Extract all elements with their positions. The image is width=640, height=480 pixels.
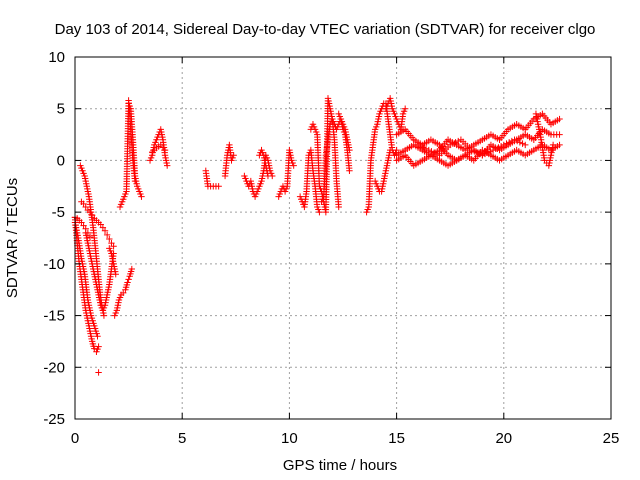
y-tick-label: -10 — [43, 256, 65, 273]
y-tick-label: 0 — [57, 152, 65, 169]
data-point — [106, 235, 113, 243]
data-point — [131, 177, 139, 185]
y-tick-label: 10 — [48, 49, 65, 66]
data-point — [549, 141, 557, 149]
data-point — [346, 146, 353, 154]
data-point-interp — [417, 143, 424, 150]
data-point-interp — [471, 148, 478, 155]
y-axis-label: SDTVAR / TECUs — [4, 178, 21, 298]
data-point — [414, 141, 422, 149]
data-point — [556, 141, 563, 149]
data-point — [100, 312, 108, 319]
data-point — [163, 162, 171, 169]
data-point-interp — [503, 140, 510, 147]
data-point-interp — [516, 139, 524, 146]
data-point-interp — [420, 144, 427, 151]
plot-frame — [74, 56, 612, 420]
data-point-interp — [487, 148, 494, 155]
data-point-interp — [481, 150, 489, 158]
x-tick-label: 10 — [281, 430, 298, 447]
data-points — [71, 95, 563, 376]
data-point — [447, 141, 454, 149]
data-point-interp — [519, 140, 526, 147]
y-axis-tick-labels: -25 -20 -15 -10 -5 0 5 10 — [43, 49, 65, 428]
grid-lines — [75, 57, 611, 419]
data-point — [468, 146, 475, 154]
data-point — [101, 227, 109, 234]
data-point — [346, 167, 353, 174]
data-point-interp — [452, 139, 459, 146]
data-point — [215, 183, 222, 190]
data-point — [128, 265, 136, 273]
y-tick-label: -15 — [43, 308, 65, 325]
x-axis-label: GPS time / hours — [283, 457, 397, 474]
y-tick-label: -25 — [43, 411, 65, 428]
y-tick-label: -20 — [43, 359, 65, 376]
data-point-interp — [430, 149, 438, 156]
data-point-interp — [497, 143, 505, 150]
data-point — [500, 141, 507, 149]
x-tick-label: 5 — [178, 430, 186, 447]
data-point-interp — [473, 149, 481, 156]
data-point — [522, 141, 529, 149]
data-point-interp — [455, 137, 462, 145]
axis-ticks — [74, 56, 612, 420]
data-point — [95, 369, 102, 376]
x-tick-label: 25 — [603, 430, 620, 447]
data-point — [386, 146, 394, 154]
y-tick-label: 5 — [57, 101, 65, 118]
chart-title: Day 103 of 2014, Sidereal Day-to-day VTE… — [55, 21, 596, 38]
data-point — [124, 279, 131, 286]
data-point — [556, 115, 563, 123]
data-point — [401, 105, 409, 112]
data-point — [86, 233, 94, 241]
data-point-interp — [125, 276, 132, 283]
data-point-interp — [449, 140, 457, 147]
data-point-interp — [433, 150, 440, 158]
data-point — [161, 146, 169, 154]
data-point — [230, 152, 237, 159]
x-tick-label: 15 — [388, 430, 405, 447]
data-point — [316, 208, 323, 216]
data-point — [95, 343, 102, 350]
x-axis-tick-labels: 0 5 10 15 20 25 — [71, 430, 620, 447]
data-point — [94, 333, 101, 340]
data-point — [264, 172, 272, 180]
data-point-interp — [505, 139, 513, 146]
data-point — [103, 231, 111, 239]
data-point — [489, 146, 497, 154]
data-point-interp — [508, 137, 516, 145]
data-point-interp — [495, 144, 502, 151]
data-point-interp — [484, 149, 491, 156]
x-tick-label: 0 — [71, 430, 79, 447]
data-point-interp — [492, 145, 499, 152]
data-point-interp — [514, 137, 521, 145]
data-point — [335, 203, 342, 211]
data-point — [425, 146, 432, 154]
data-point — [110, 243, 117, 250]
data-point — [556, 131, 563, 138]
data-point — [112, 271, 119, 278]
data-point — [511, 136, 518, 143]
data-point — [290, 162, 297, 169]
data-point-interp — [422, 145, 430, 152]
x-tick-label: 20 — [495, 430, 512, 447]
y-tick-label: -5 — [52, 204, 65, 221]
data-point — [479, 152, 486, 159]
data-point-interp — [428, 148, 435, 155]
data-point-interp — [476, 150, 483, 158]
data-point — [138, 193, 145, 200]
